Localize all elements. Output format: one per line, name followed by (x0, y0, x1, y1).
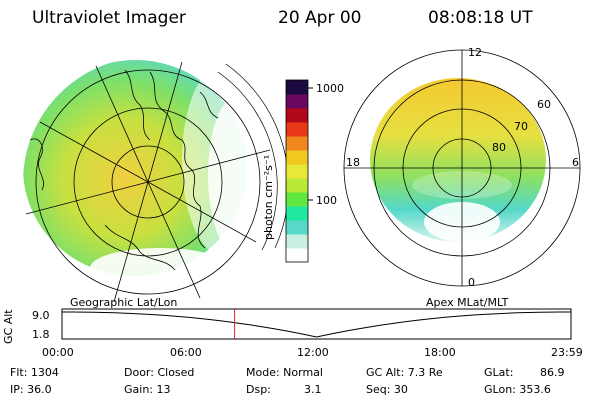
colorbar-segment (286, 164, 308, 179)
time-tick-0000: 00:00 (42, 346, 74, 359)
time-tick-1800: 18:00 (424, 346, 456, 359)
geographic-caption: Geographic Lat/Lon (70, 296, 178, 309)
colorbar-segment (286, 234, 308, 249)
colorbar-segment (286, 178, 308, 193)
colorbar-tick-1000: 1000 (316, 82, 344, 95)
colorbar-tick-100: 100 (316, 194, 337, 207)
mlt-label-6: 6 (572, 156, 579, 169)
gain-value: Gain: 13 (124, 383, 171, 396)
colorbar-unit-label: photon cm⁻²s⁻¹ (262, 154, 275, 240)
colorbar-segment (286, 122, 308, 137)
door-status: Door: Closed (124, 366, 195, 379)
ip-value: IP: 36.0 (10, 383, 52, 396)
geographic-image (23, 60, 289, 303)
time-tick-1200: 12:00 (297, 346, 329, 359)
altitude-plot (61, 308, 572, 340)
gc-altitude: GC Alt: 7.3 Re (366, 366, 443, 379)
dsp-value: 3.1 (304, 383, 322, 396)
colorbar-segment (286, 248, 308, 263)
glon-value: GLon: 353.6 (484, 383, 551, 396)
colorbar (286, 80, 308, 263)
altitude-ylabel: GC Alt (2, 309, 15, 344)
altitude-ytick-low: 1.8 (32, 328, 50, 341)
mlt-label-12: 12 (468, 46, 482, 59)
altitude-ytick-high: 9.0 (32, 309, 50, 322)
time-tick-2359: 23:59 (551, 346, 583, 359)
mlt-label-18: 18 (346, 156, 360, 169)
observation-time: 08:08:18 UT (428, 8, 533, 28)
mlat-label-60: 60 (537, 98, 551, 111)
colorbar-segment (286, 192, 308, 207)
sequence-number: Seq: 30 (366, 383, 408, 396)
mode-status: Mode: Normal (246, 366, 323, 379)
glat-value: 86.9 (540, 366, 565, 379)
colorbar-segment (286, 136, 308, 151)
dsp-label: Dsp: (246, 383, 271, 396)
instrument-title: Ultraviolet Imager (32, 8, 186, 28)
colorbar-segment (286, 150, 308, 165)
apex-caption: Apex MLat/MLT (426, 296, 509, 309)
flight-number: Flt: 1304 (10, 366, 59, 379)
mlt-label-0: 0 (468, 276, 475, 289)
colorbar-segment (286, 94, 308, 109)
observation-date: 20 Apr 00 (278, 8, 362, 28)
colorbar-segment (286, 80, 308, 95)
glat-label: GLat: (484, 366, 514, 379)
colorbar-segment (286, 206, 308, 221)
time-tick-0600: 06:00 (170, 346, 202, 359)
colorbar-segment (286, 220, 308, 235)
mlat-label-80: 80 (492, 141, 506, 154)
mlat-label-70: 70 (514, 120, 528, 133)
apex-polar-image (343, 49, 581, 287)
altitude-curve (62, 311, 571, 338)
colorbar-segment (286, 108, 308, 123)
